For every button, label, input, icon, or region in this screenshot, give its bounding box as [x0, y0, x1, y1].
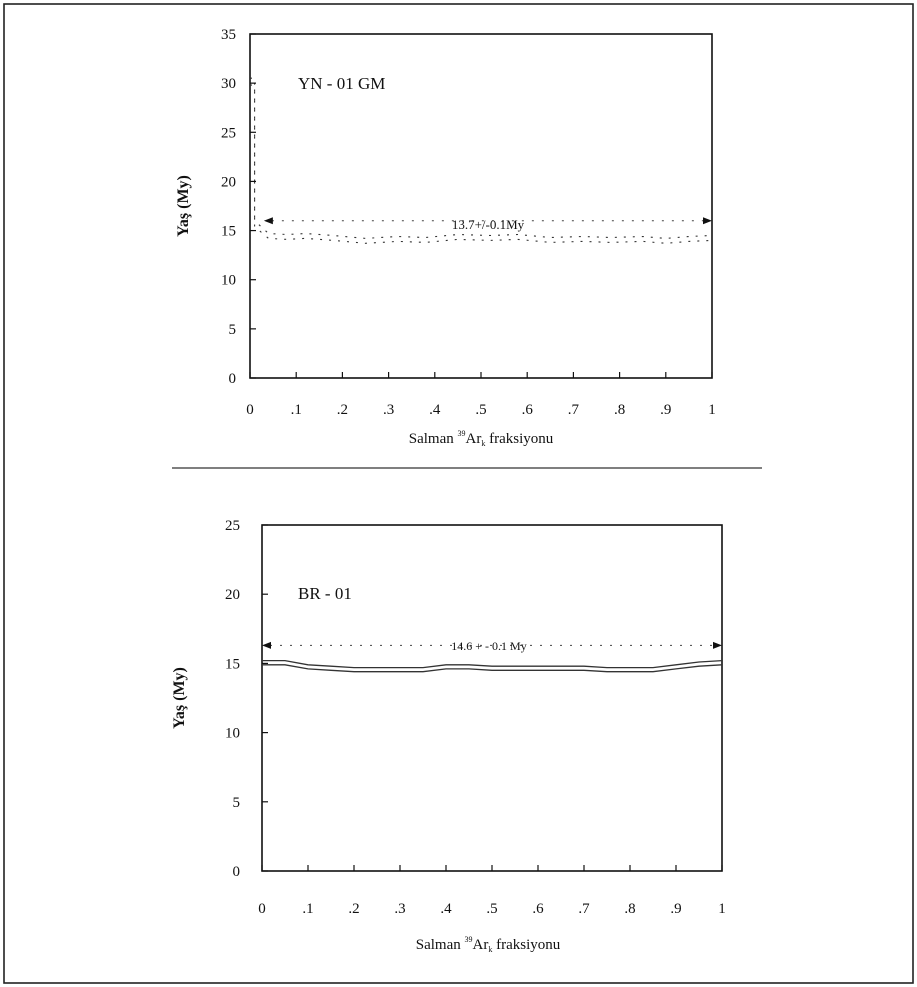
x-tick-label: .8	[614, 402, 625, 418]
y-tick-label: 10	[221, 273, 236, 289]
x-tick-label: .8	[624, 901, 635, 917]
y-axis-ticks: 0 5 10 15 20 25	[225, 518, 268, 880]
y-tick-label: 35	[221, 27, 236, 43]
y-tick-label: 25	[225, 518, 240, 534]
y-axis-ticks: 0 5 10 15 20 25 30 35	[221, 27, 256, 387]
plateau-arrow-right	[703, 217, 712, 225]
y-axis-label: Yaş (My)	[171, 667, 188, 729]
y-tick-label: 0	[233, 864, 241, 880]
x-tick-label: .1	[291, 402, 302, 418]
x-tick-label: 0	[246, 402, 254, 418]
y-tick-label: 25	[221, 125, 236, 141]
y-tick-label: 15	[225, 656, 240, 672]
x-tick-label: .3	[383, 402, 394, 418]
x-tick-label: 0	[258, 901, 266, 917]
plateau-age-label: 14.6 + - 0.1 My	[451, 639, 526, 653]
y-tick-label: 20	[225, 587, 240, 603]
x-tick-label: .9	[670, 901, 681, 917]
plateau-arrow-right	[713, 641, 722, 649]
y-axis-label: Yaş (My)	[175, 175, 192, 237]
x-axis-label: Salman 39Ark fraksiyonu	[416, 935, 561, 954]
x-tick-label: .5	[486, 901, 497, 917]
x-tick-label: .6	[532, 901, 544, 917]
plateau-age-label: 13.7+/-0.1My	[452, 217, 525, 232]
x-axis-ticks: 0 .1 .2 .3 .4 .5 .6 .7 .8 .9 1	[246, 372, 716, 418]
x-tick-label: 1	[718, 901, 726, 917]
age-spectrum-line-upper	[250, 77, 713, 239]
x-tick-label: .7	[568, 402, 580, 418]
plateau-marker	[262, 641, 722, 649]
x-tick-label: .2	[337, 402, 348, 418]
x-tick-label: .3	[394, 901, 405, 917]
plot-area-frame	[261, 524, 723, 872]
x-axis-label: Salman 39Ark fraksiyonu	[409, 429, 554, 448]
series-layer	[262, 659, 723, 673]
y-tick-label: 15	[221, 224, 236, 240]
age-spectrum-line-lower	[262, 664, 723, 673]
x-axis-ticks: 0 .1 .2 .3 .4 .5 .6 .7 .8 .9 1	[258, 865, 726, 917]
chart-panel-yn01gm: 0 5 10 15 20 25 30 35 0 .1 .2 .3 .4 .5 .6 .7 .8 .9 1 YN -…	[175, 27, 716, 448]
y-tick-label: 0	[229, 371, 237, 387]
y-tick-label: 5	[233, 795, 241, 811]
plateau-arrow-left	[263, 217, 273, 225]
y-tick-label: 5	[229, 322, 237, 338]
x-tick-label: .6	[522, 402, 534, 418]
x-tick-label: .7	[578, 901, 590, 917]
x-tick-label: 1	[708, 402, 716, 418]
outer-border	[3, 3, 914, 984]
x-tick-label: .4	[440, 901, 452, 917]
sample-label: YN - 01 GM	[298, 74, 385, 93]
plateau-arrow-left	[262, 641, 271, 649]
x-tick-label: .5	[475, 402, 486, 418]
sample-label: BR - 01	[298, 584, 352, 603]
x-tick-label: .2	[348, 901, 359, 917]
x-tick-label: .4	[429, 402, 441, 418]
x-tick-label: .1	[302, 901, 313, 917]
age-spectrum-line-upper	[262, 659, 723, 669]
y-tick-label: 30	[221, 76, 236, 92]
y-tick-label: 10	[225, 726, 240, 742]
y-tick-label: 20	[221, 174, 236, 190]
x-tick-label: .9	[660, 402, 671, 418]
plateau-marker	[263, 217, 712, 225]
